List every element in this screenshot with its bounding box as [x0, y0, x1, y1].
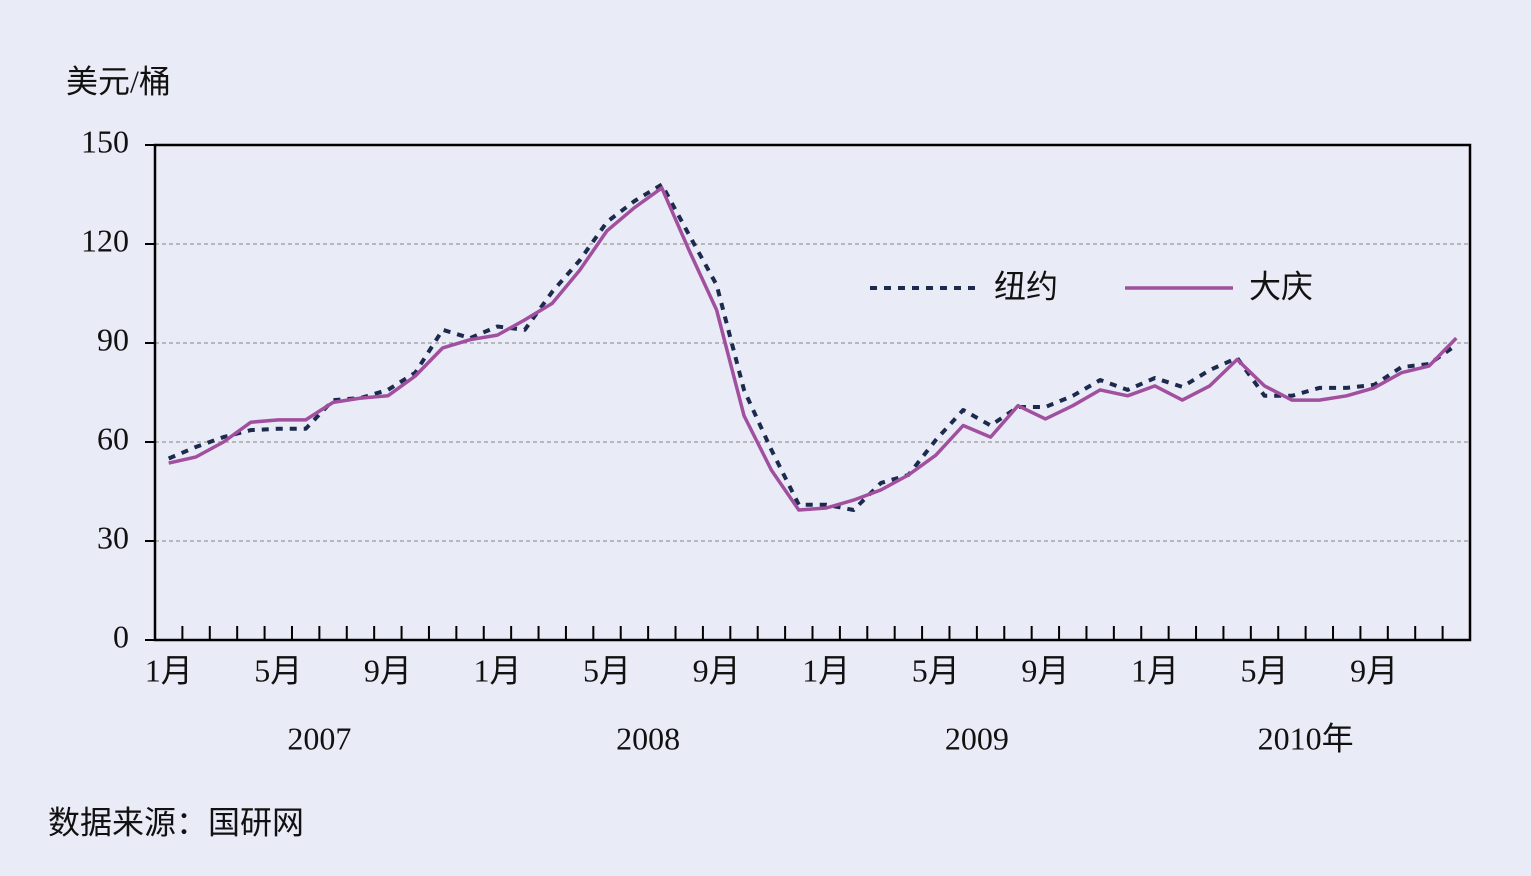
series-line — [167, 182, 1458, 512]
y-tick-label: 30 — [97, 519, 129, 555]
source-note: 数据来源：国研网 — [48, 804, 304, 840]
year-label: 2008 — [616, 720, 680, 756]
x-tick-label: 5月 — [1241, 652, 1289, 688]
x-tick-label: 1月 — [1131, 652, 1179, 688]
series-line — [168, 186, 1458, 512]
x-tick-label: 1月 — [473, 652, 521, 688]
year-label: 2010年 — [1258, 720, 1354, 756]
x-tick-label: 5月 — [912, 652, 960, 688]
year-label: 2007 — [287, 720, 351, 756]
y-tick-label: 60 — [97, 420, 129, 456]
y-tick-label: 0 — [113, 618, 129, 654]
x-tick-label: 9月 — [693, 652, 741, 688]
legend-label: 大庆 — [1249, 268, 1313, 304]
x-tick-label: 9月 — [1021, 652, 1069, 688]
y-tick-label: 150 — [81, 123, 129, 159]
x-tick-label: 1月 — [802, 652, 850, 688]
x-tick-label: 9月 — [1350, 652, 1398, 688]
x-tick-label: 5月 — [583, 652, 631, 688]
year-label: 2009 — [945, 720, 1009, 756]
legend-label: 纽约 — [994, 268, 1058, 304]
y-tick-label: 90 — [97, 321, 129, 357]
x-tick-label: 9月 — [364, 652, 412, 688]
x-tick-label: 5月 — [254, 652, 302, 688]
y-tick-label: 120 — [81, 222, 129, 258]
x-tick-label: 1月 — [145, 652, 193, 688]
y-axis-label: 美元/桶 — [66, 63, 171, 99]
